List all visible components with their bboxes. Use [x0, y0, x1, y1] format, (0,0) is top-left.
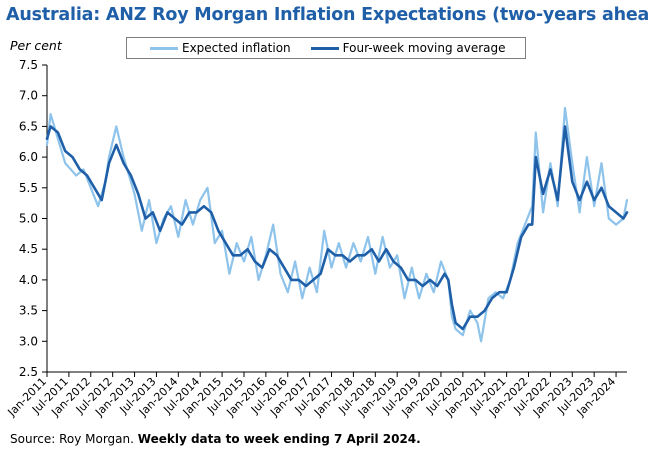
legend: Expected inflation Four-week moving aver… — [126, 37, 526, 59]
y-axis-label: Per cent — [10, 38, 62, 53]
source-bold-note: Weekly data to week ending 7 April 2024. — [137, 432, 421, 446]
series-line-expected-inflation — [45, 106, 629, 343]
legend-swatch-moving-average — [310, 46, 339, 50]
series-line-four-week-moving-average — [45, 125, 629, 331]
y-tick-label: 3.5 — [19, 304, 38, 318]
source-prefix: Source: Roy Morgan. — [10, 432, 134, 446]
y-tick-label: 4.0 — [19, 273, 38, 287]
y-tick-label: 3.0 — [19, 334, 38, 348]
y-tick-label: 7.5 — [19, 58, 38, 72]
legend-item-expected: Expected inflation — [150, 41, 291, 55]
y-tick-label: 7.0 — [19, 89, 38, 103]
y-tick-label: 5.0 — [19, 212, 38, 226]
y-tick-label: 6.5 — [19, 119, 38, 133]
legend-item-moving-average: Four-week moving average — [310, 41, 506, 55]
y-tick-label: 2.5 — [19, 365, 38, 379]
y-tick-label: 6.0 — [19, 150, 38, 164]
source-note: Source: Roy Morgan. Weekly data to week … — [10, 432, 421, 446]
legend-label-expected: Expected inflation — [182, 41, 291, 55]
y-tick-label: 4.5 — [19, 242, 38, 256]
legend-label-moving-average: Four-week moving average — [342, 41, 506, 55]
y-tick-label: 5.5 — [19, 181, 38, 195]
chart-title: Australia: ANZ Roy Morgan Inflation Expe… — [6, 5, 650, 25]
legend-swatch-expected — [150, 46, 178, 50]
